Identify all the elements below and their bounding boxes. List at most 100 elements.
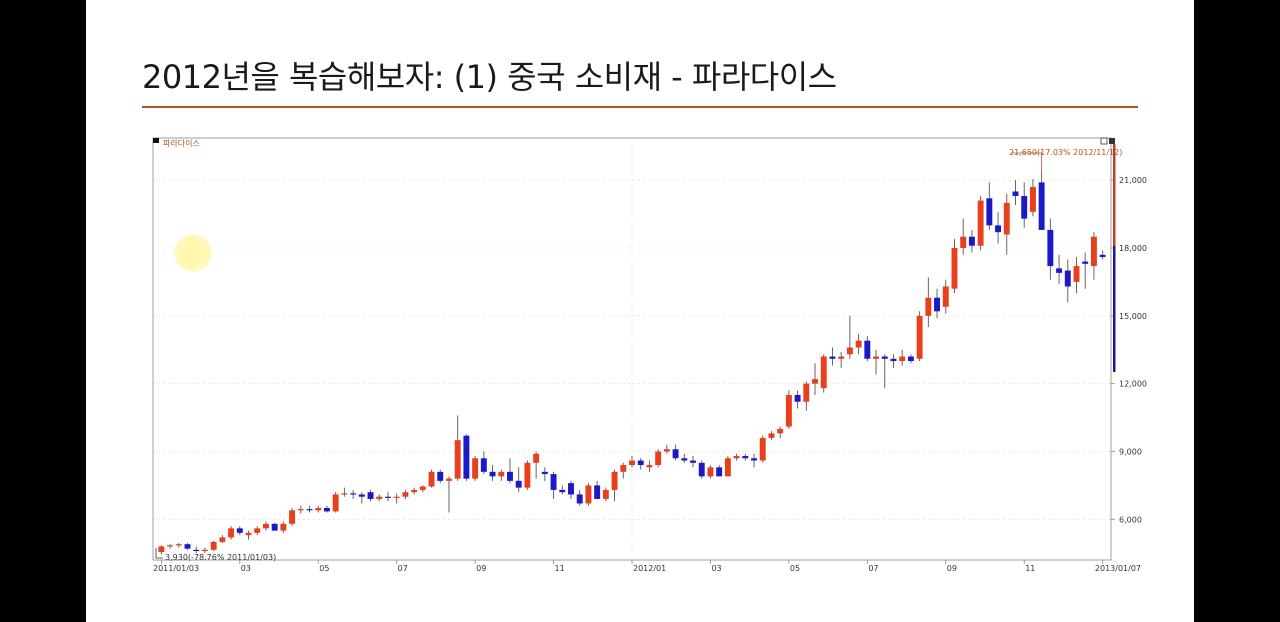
candle-down xyxy=(437,471,444,481)
candle-up xyxy=(663,449,670,452)
candle-down xyxy=(306,509,313,511)
chart-canvas: 6,000 9,000 12,000 15,000 18,000 21,000 2011/0… xyxy=(151,136,1149,576)
close-icon[interactable] xyxy=(1109,138,1115,144)
series-label: 파라다이스 xyxy=(163,138,200,148)
candle-up xyxy=(210,541,217,550)
candle-up xyxy=(254,528,261,533)
candle-up xyxy=(812,379,818,384)
x-tick-label: 11 xyxy=(1025,564,1035,573)
range-bar-up-segment xyxy=(1113,144,1116,246)
candle-up xyxy=(820,356,827,389)
candle-up xyxy=(411,489,418,493)
candle-down xyxy=(489,471,496,477)
candle-down xyxy=(881,356,888,359)
candle-up xyxy=(201,549,208,552)
candle-down xyxy=(794,394,801,402)
candle-down xyxy=(507,471,513,481)
candle-up xyxy=(289,510,296,524)
x-tick-label: 07 xyxy=(398,564,408,573)
y-tick-label: 18,000 xyxy=(1119,244,1147,253)
candle-down xyxy=(698,462,705,477)
slide: 2012년을 복습해보자: (1) 중국 소비재 - 파라다이스 6,000 9,… xyxy=(86,0,1194,622)
price-range-bar xyxy=(1113,144,1116,372)
candle-up xyxy=(454,440,461,479)
candle-up xyxy=(1090,236,1097,267)
x-tick-label: 11 xyxy=(555,564,565,573)
range-bar-down-segment xyxy=(1113,246,1116,372)
candle-up xyxy=(524,462,531,488)
series-marker-icon xyxy=(153,138,159,143)
candle-up xyxy=(655,451,662,466)
candle-up xyxy=(620,465,627,472)
candle-down xyxy=(829,356,836,359)
candle-down xyxy=(236,528,243,533)
candle-down xyxy=(568,483,574,495)
title-divider xyxy=(142,106,1138,108)
candle-up xyxy=(341,493,348,495)
candle-down xyxy=(681,458,688,461)
candle-down xyxy=(541,471,548,475)
candle-up xyxy=(646,465,653,468)
candle-up xyxy=(951,248,958,289)
candle-down xyxy=(385,496,391,498)
candle-up xyxy=(759,437,766,461)
x-tick-label: 2013/01/07 xyxy=(1095,564,1141,573)
candle-up xyxy=(629,460,635,466)
y-tick-label: 15,000 xyxy=(1119,312,1147,321)
candle-down xyxy=(350,493,357,495)
candle-down xyxy=(1047,229,1054,267)
candle-down xyxy=(1099,254,1106,258)
candle-up xyxy=(1029,186,1036,212)
candle-up xyxy=(846,347,853,355)
x-tick-label: 03 xyxy=(711,564,721,573)
candlestick-chart: 6,000 9,000 12,000 15,000 18,000 21,000 2011/0… xyxy=(151,136,1149,576)
slide-title: 2012년을 복습해보자: (1) 중국 소비재 - 파라다이스 xyxy=(142,58,837,96)
candle-down xyxy=(1021,196,1028,219)
candle-down xyxy=(1056,268,1063,273)
x-tick-label: 07 xyxy=(868,564,878,573)
candle-down xyxy=(968,236,975,246)
candle-up xyxy=(1073,266,1080,282)
candle-up xyxy=(707,467,714,477)
candle-up xyxy=(219,537,226,542)
y-tick-label: 21,000 xyxy=(1119,176,1147,185)
low-annotation-leader xyxy=(155,548,163,559)
candle-down xyxy=(690,460,696,463)
pointer-highlight xyxy=(174,234,212,272)
candle-down xyxy=(193,549,200,552)
x-tick-label: 09 xyxy=(476,564,486,573)
candle-down xyxy=(1038,182,1045,230)
candle-up xyxy=(393,496,400,498)
label-layer: 6,000 9,000 12,000 15,000 18,000 21,000 2011/0… xyxy=(153,176,1147,573)
candle-down xyxy=(515,480,522,488)
candle-up xyxy=(785,394,792,427)
candle-down xyxy=(986,198,993,226)
candle-up xyxy=(942,286,949,307)
minimize-icon[interactable] xyxy=(1100,137,1108,145)
candle-down xyxy=(637,460,644,466)
candle-down xyxy=(864,340,871,359)
candle-up xyxy=(899,356,906,362)
candle-down xyxy=(1082,261,1089,264)
candle-down xyxy=(367,492,374,499)
candle-down xyxy=(672,449,679,459)
candle-up xyxy=(446,478,452,481)
candle-up xyxy=(602,489,609,499)
candle-up xyxy=(611,471,618,490)
x-tick-label: 2011/01/03 xyxy=(153,564,199,573)
candle-down xyxy=(890,358,897,362)
candle-up xyxy=(533,453,540,463)
candle-up xyxy=(916,315,923,359)
candle-down xyxy=(559,489,566,493)
candle-up xyxy=(167,545,174,547)
candle-up xyxy=(768,433,775,438)
candle-up xyxy=(428,471,435,487)
y-tick-label: 9,000 xyxy=(1119,447,1142,456)
candle-down xyxy=(550,474,557,490)
high-annotation-leader xyxy=(1011,152,1043,172)
y-tick-label: 6,000 xyxy=(1119,515,1142,524)
high-annotation: 21,650(17.03% 2012/11/12) xyxy=(1009,148,1122,157)
candle-up xyxy=(262,523,269,529)
candle-up xyxy=(838,356,845,359)
candle-down xyxy=(271,523,278,531)
